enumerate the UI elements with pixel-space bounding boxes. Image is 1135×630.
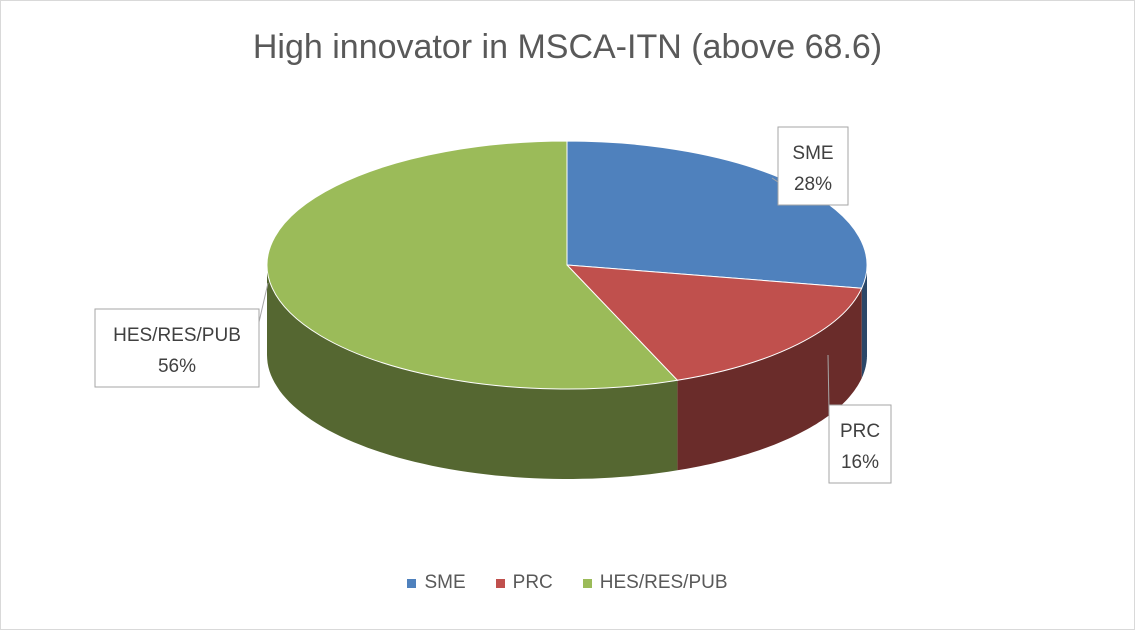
- legend-swatch-hes: [582, 578, 592, 588]
- pie-slice-hes[interactable]: [266, 140, 679, 390]
- pie-top: [266, 140, 868, 390]
- pie-side-sme: [861, 265, 867, 379]
- label-value-prc: 16%: [841, 452, 879, 473]
- legend-item-sme[interactable]: SME: [407, 572, 466, 594]
- legend: SME PRC HES/RES/PUB: [0, 572, 1135, 594]
- pie-side-prc: [677, 288, 862, 471]
- data-label-prc: PRC 16%: [827, 354, 892, 484]
- pie-slice-prc[interactable]: [565, 264, 863, 381]
- pie-side-hes: [267, 265, 678, 479]
- legend-label-prc: PRC: [512, 572, 553, 593]
- label-category-hes: HES/RES/PUB: [113, 325, 241, 346]
- chart-title: High innovator in MSCA-ITN (above 68.6): [252, 28, 883, 66]
- legend-label-hes: HES/RES/PUB: [599, 572, 728, 593]
- label-value-hes: 56%: [158, 356, 196, 377]
- leader-line-prc: [827, 354, 830, 411]
- legend-item-prc[interactable]: PRC: [495, 572, 553, 594]
- data-label-hes: HES/RES/PUB 56%: [94, 282, 269, 388]
- label-box-hes: [94, 308, 260, 388]
- pie-sides: [267, 265, 867, 479]
- label-value-sme: 28%: [794, 174, 832, 195]
- leader-line-hes: [258, 282, 269, 323]
- data-labels: SME 28% PRC 16% HES/RES/PUB 56%: [94, 126, 892, 484]
- legend-swatch-sme: [407, 578, 417, 588]
- label-category-prc: PRC: [840, 421, 880, 442]
- label-box-sme: [777, 126, 849, 206]
- label-category-sme: SME: [792, 143, 833, 164]
- legend-label-sme: SME: [424, 572, 466, 593]
- data-label-sme: SME 28%: [771, 126, 849, 206]
- legend-swatch-prc: [495, 578, 505, 588]
- leader-line-sme: [771, 177, 779, 183]
- legend-item-hes[interactable]: HES/RES/PUB: [582, 572, 728, 594]
- label-box-prc: [828, 404, 892, 484]
